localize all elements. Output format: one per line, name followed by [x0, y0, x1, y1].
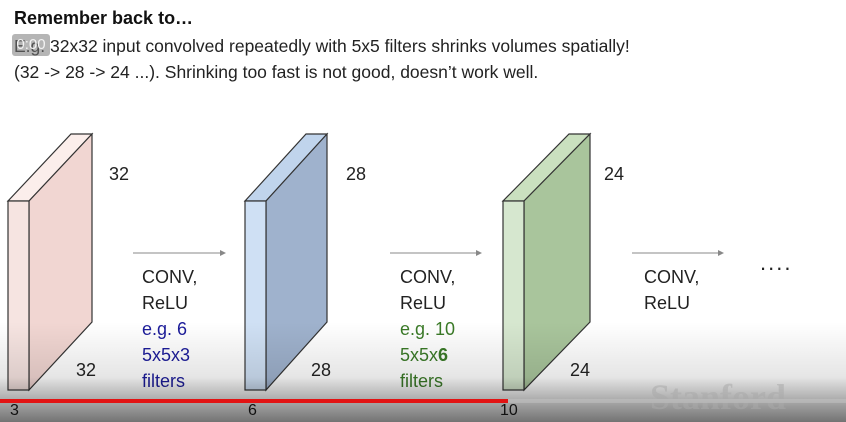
slide-title: Remember back to…: [14, 8, 194, 28]
volume-2-depth-label: 6: [248, 402, 257, 419]
volume-3-height-label: 24: [604, 164, 625, 184]
volume-2-height-label: 28: [346, 164, 367, 184]
ellipsis: ....: [760, 250, 793, 275]
arrow-2: [390, 250, 482, 256]
progress-bar[interactable]: [0, 399, 846, 403]
op-3-name: CONV,: [644, 267, 700, 287]
op-1-activation: ReLU: [142, 293, 189, 313]
progress-fill: [0, 399, 508, 403]
volume-1-height-label: 32: [109, 164, 130, 184]
op-3-activation: ReLU: [644, 293, 691, 313]
op-2-activation: ReLU: [400, 293, 447, 313]
arrow-3: [632, 250, 724, 256]
slide-line-1: E.g. 32x32 input convolved repeatedly wi…: [14, 36, 630, 56]
volume-1-depth-label: 3: [10, 402, 19, 419]
op-3: CONV, ReLU: [644, 264, 699, 316]
player-shade: [0, 322, 846, 422]
volume-3-depth-label: 10: [500, 402, 518, 419]
op-2-name: CONV,: [400, 267, 456, 287]
stanford-watermark: Stanford: [650, 377, 787, 417]
time-badge: 0:00: [12, 34, 50, 56]
slide-line-2: (32 -> 28 -> 24 ...). Shrinking too fast…: [14, 62, 539, 82]
op-1-name: CONV,: [142, 267, 198, 287]
arrow-1: [133, 250, 226, 256]
